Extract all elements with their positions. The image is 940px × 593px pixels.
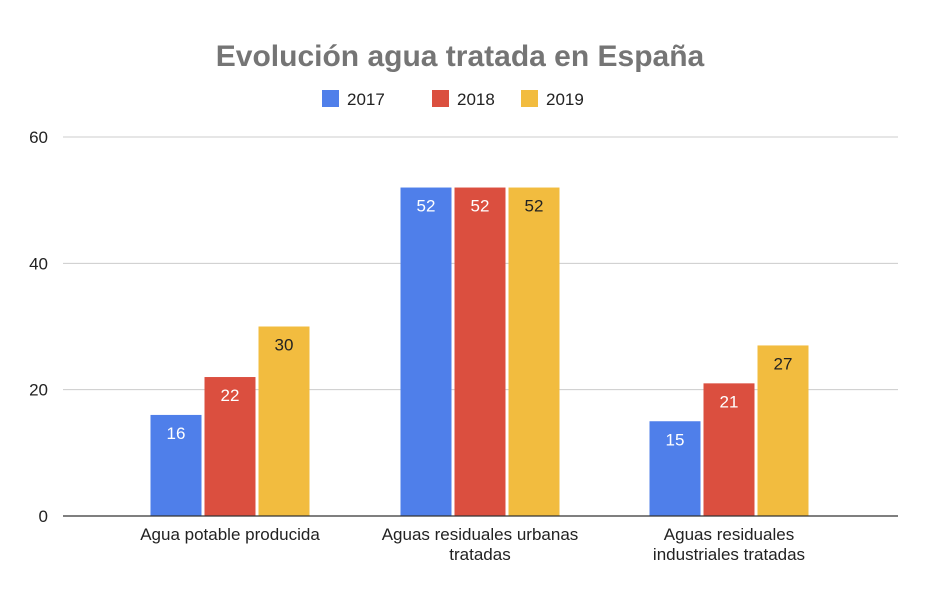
bar-value-label-2019-cat1: 52 bbox=[525, 197, 544, 216]
legend-item-2019: 2019 bbox=[521, 90, 584, 109]
bar-value-label-2017-cat1: 52 bbox=[417, 197, 436, 216]
chart-title: Evolución agua tratada en España bbox=[216, 40, 705, 73]
bar-2017-cat2 bbox=[649, 421, 701, 516]
legend-swatch-2018 bbox=[432, 90, 449, 107]
bar-value-label-2018-cat0: 22 bbox=[221, 386, 240, 405]
bar-value-label-2019-cat0: 30 bbox=[275, 336, 294, 355]
y-tick-label-60: 60 bbox=[29, 128, 48, 147]
legend-label-2019: 2019 bbox=[546, 90, 584, 109]
y-axis: 0 20 40 60 bbox=[29, 128, 48, 526]
bar-value-label-2018-cat2: 21 bbox=[720, 392, 739, 411]
x-axis: Agua potable producida Aguas residuales u… bbox=[63, 515, 898, 564]
legend-label-2017: 2017 bbox=[347, 90, 385, 109]
legend-item-2017: 2017 bbox=[322, 90, 385, 109]
bar-2018-cat2 bbox=[703, 383, 755, 516]
bar-2019-cat2 bbox=[757, 345, 809, 516]
bar-2018-cat0 bbox=[204, 377, 256, 516]
bar-value-label-2018-cat1: 52 bbox=[471, 197, 490, 216]
legend-label-2018: 2018 bbox=[457, 90, 495, 109]
legend-swatch-2017 bbox=[322, 90, 339, 107]
bar-value-label-2017-cat2: 15 bbox=[666, 430, 685, 449]
bar-value-label-2017-cat0: 16 bbox=[167, 424, 186, 443]
category-label-1-line1: tratadas bbox=[449, 545, 510, 564]
bar-2019-cat0 bbox=[258, 326, 310, 516]
category-label-0-line0: Agua potable producida bbox=[140, 525, 320, 544]
category-label-1-line0: Aguas residuales urbanas bbox=[382, 525, 579, 544]
y-tick-label-20: 20 bbox=[29, 381, 48, 400]
bar-2019-cat1 bbox=[508, 187, 560, 517]
legend-item-2018: 2018 bbox=[432, 90, 495, 109]
chart-legend: 2017 2018 2019 bbox=[322, 90, 584, 109]
y-tick-label-40: 40 bbox=[29, 254, 48, 273]
bar-2017-cat1 bbox=[400, 187, 452, 517]
category-label-2-line1: industriales tratadas bbox=[653, 545, 805, 564]
y-tick-label-0: 0 bbox=[39, 507, 48, 526]
bar-2018-cat1 bbox=[454, 187, 506, 517]
bars-group: 16 22 30 52 52 52 15 21 27 bbox=[150, 187, 809, 517]
bar-value-label-2019-cat2: 27 bbox=[774, 354, 793, 373]
bar-2017-cat0 bbox=[150, 414, 202, 516]
category-label-2-line0: Aguas residuales bbox=[664, 525, 794, 544]
legend-swatch-2019 bbox=[521, 90, 538, 107]
